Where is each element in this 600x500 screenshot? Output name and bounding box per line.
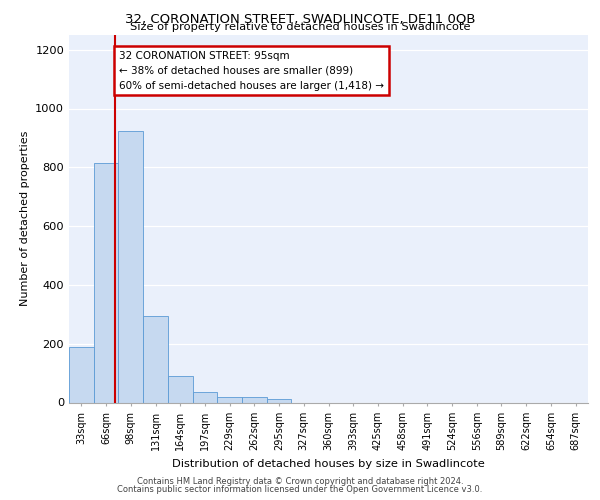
Text: Contains HM Land Registry data © Crown copyright and database right 2024.: Contains HM Land Registry data © Crown c… [137, 478, 463, 486]
Text: Size of property relative to detached houses in Swadlincote: Size of property relative to detached ho… [130, 22, 470, 32]
Bar [168, 376, 193, 402]
Bar [267, 399, 292, 402]
X-axis label: Distribution of detached houses by size in Swadlincote: Distribution of detached houses by size … [172, 458, 485, 468]
Bar [94, 163, 118, 402]
Bar [217, 397, 242, 402]
Bar [118, 130, 143, 402]
Bar [69, 346, 94, 403]
Y-axis label: Number of detached properties: Number of detached properties [20, 131, 29, 306]
Text: 32 CORONATION STREET: 95sqm
← 38% of detached houses are smaller (899)
60% of se: 32 CORONATION STREET: 95sqm ← 38% of det… [119, 51, 384, 91]
Bar [143, 316, 168, 402]
Text: Contains public sector information licensed under the Open Government Licence v3: Contains public sector information licen… [118, 485, 482, 494]
Text: 32, CORONATION STREET, SWADLINCOTE, DE11 0QB: 32, CORONATION STREET, SWADLINCOTE, DE11… [125, 12, 475, 26]
Bar [242, 397, 267, 402]
Bar [193, 392, 217, 402]
